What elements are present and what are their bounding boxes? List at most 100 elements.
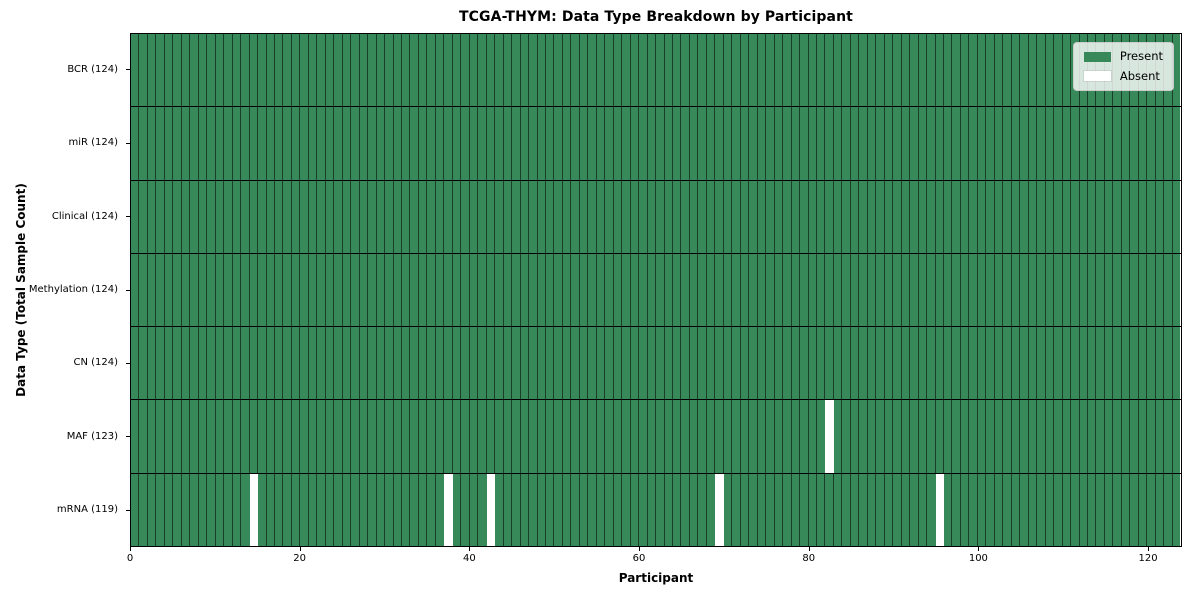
- heatmap-cell: [317, 400, 326, 473]
- heatmap-cell: [385, 253, 394, 327]
- heatmap-cell: [385, 180, 394, 253]
- heatmap-cell: [952, 400, 961, 473]
- heatmap-cell: [715, 327, 724, 400]
- heatmap-cell: [147, 253, 157, 327]
- heatmap-cell: [918, 180, 928, 253]
- heatmap-cell: [622, 107, 631, 180]
- heatmap-cell: [901, 180, 911, 253]
- heatmap-cell: [816, 253, 826, 327]
- heatmap-cell: [224, 253, 233, 327]
- heatmap-cell: [698, 473, 707, 546]
- heatmap-cell: [664, 327, 673, 400]
- heatmap-cell: [1011, 400, 1021, 473]
- heatmap-cell: [605, 34, 614, 107]
- heatmap-cell: [1087, 180, 1097, 253]
- heatmap-cell: [893, 180, 902, 253]
- heatmap-cell: [1087, 107, 1097, 180]
- heatmap-cell: [444, 327, 453, 400]
- heatmap-cell: [732, 253, 741, 327]
- heatmap-cell: [198, 253, 208, 327]
- heatmap-cell: [1003, 180, 1012, 253]
- heatmap-cell: [673, 180, 682, 253]
- heatmap-cell: [1079, 107, 1088, 180]
- heatmap-cell: [1172, 107, 1181, 180]
- heatmap-cell: [410, 180, 419, 253]
- heatmap-cell: [816, 180, 826, 253]
- heatmap-cell: [774, 180, 784, 253]
- heatmap-cell: [308, 400, 318, 473]
- heatmap-cell: [893, 327, 902, 400]
- heatmap-cell: [952, 180, 961, 253]
- heatmap-cell: [977, 253, 987, 327]
- heatmap-cell: [571, 473, 580, 546]
- heatmap-cell: [681, 107, 690, 180]
- heatmap-cell: [630, 107, 640, 180]
- heatmap-cell: [520, 107, 530, 180]
- heatmap-cell: [266, 34, 275, 107]
- heatmap-cell: [418, 34, 428, 107]
- heatmap-cell: [198, 400, 208, 473]
- heatmap-cell: [622, 400, 631, 473]
- heatmap-cell: [131, 180, 140, 253]
- heatmap-cell: [393, 180, 402, 253]
- heatmap-cell: [1020, 180, 1029, 253]
- heatmap-cell: [376, 253, 386, 327]
- heatmap-cell: [402, 400, 411, 473]
- heatmap-cell: [139, 473, 148, 546]
- heatmap-cell: [647, 327, 657, 400]
- heatmap-cell: [910, 400, 919, 473]
- heatmap-cell: [1147, 253, 1156, 327]
- heatmap-cell: [554, 327, 563, 400]
- heatmap-cell: [656, 473, 665, 546]
- heatmap-cell: [969, 473, 978, 546]
- heatmap-row-cn: [131, 327, 1181, 401]
- heatmap-cell: [588, 34, 597, 107]
- heatmap-cell: [224, 327, 233, 400]
- heatmap-cell: [977, 180, 987, 253]
- heatmap-cell: [664, 253, 673, 327]
- heatmap-cell: [1054, 34, 1063, 107]
- heatmap-cell: [469, 253, 479, 327]
- heatmap-cell: [139, 180, 148, 253]
- heatmap-cell: [1087, 253, 1097, 327]
- heatmap-cell: [740, 180, 750, 253]
- heatmap-cell: [224, 180, 233, 253]
- heatmap-cell: [1071, 107, 1080, 180]
- heatmap-cell: [232, 473, 242, 546]
- heatmap-cell: [495, 327, 504, 400]
- heatmap-cell: [994, 253, 1004, 327]
- heatmap-cell: [579, 253, 589, 327]
- heatmap-cell: [181, 34, 191, 107]
- heatmap-cell: [825, 327, 834, 400]
- heatmap-cell: [325, 400, 335, 473]
- heatmap-cell: [529, 34, 538, 107]
- heatmap-cell: [689, 180, 699, 253]
- heatmap-cell: [478, 400, 487, 473]
- heatmap-cell: [1087, 327, 1097, 400]
- heatmap-cell: [1028, 253, 1038, 327]
- heatmap-cell: [359, 400, 369, 473]
- heatmap-cell: [368, 34, 377, 107]
- heatmap-cell: [952, 107, 961, 180]
- heatmap-cell: [444, 253, 453, 327]
- heatmap-cell: [418, 107, 428, 180]
- heatmap-cell: [596, 180, 606, 253]
- heatmap-cell: [952, 253, 961, 327]
- heatmap-cell: [918, 400, 928, 473]
- heatmap-cell: [723, 34, 733, 107]
- heatmap-cell: [842, 107, 851, 180]
- heatmap-cell: [774, 34, 784, 107]
- heatmap-cell: [359, 34, 369, 107]
- y-tick-label: CN (124): [73, 357, 118, 369]
- heatmap-cell: [452, 400, 462, 473]
- heatmap-cell: [241, 180, 250, 253]
- heatmap-cell: [334, 34, 343, 107]
- heatmap-cell: [850, 473, 860, 546]
- heatmap-cell: [283, 180, 292, 253]
- heatmap-cell: [774, 107, 784, 180]
- heatmap-cell: [630, 180, 640, 253]
- x-tick-mark: [1148, 547, 1150, 551]
- heatmap-cell: [334, 107, 343, 180]
- heatmap-cell: [605, 400, 614, 473]
- heatmap-cell: [1104, 473, 1114, 546]
